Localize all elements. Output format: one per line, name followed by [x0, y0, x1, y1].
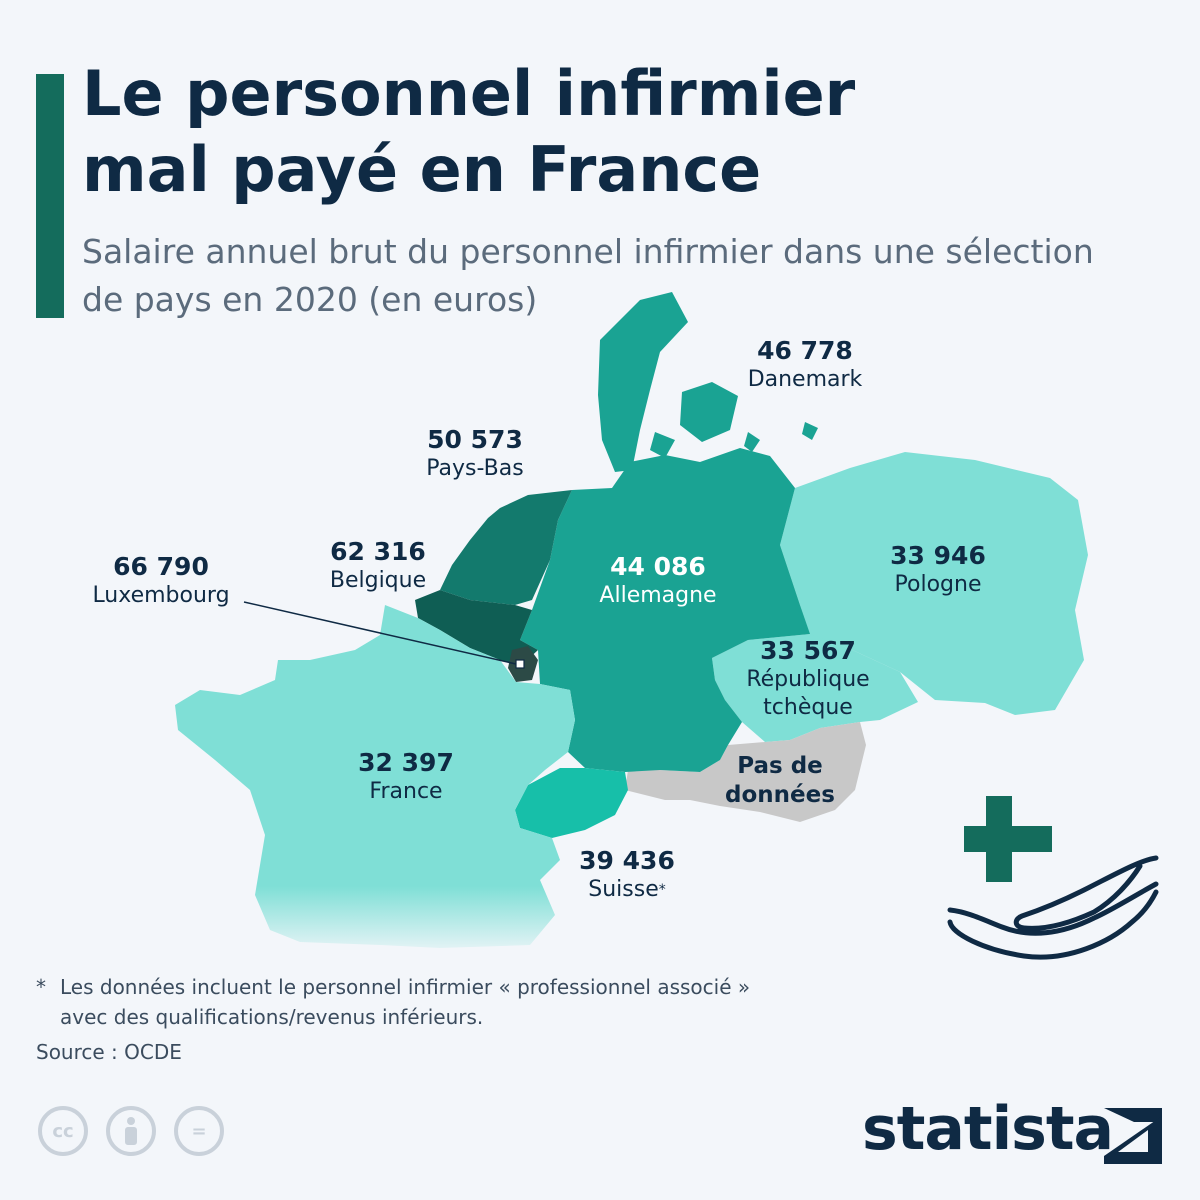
region-france — [175, 605, 575, 948]
value-luxembourg: 66 790 — [113, 552, 209, 581]
label-france: 32 397 France — [358, 748, 454, 806]
region-suisse — [515, 768, 628, 838]
value-republique-tcheque: 33 567 — [760, 636, 856, 665]
subtitle-line: Salaire annuel brut du personnel infirmi… — [82, 232, 1094, 271]
value-pologne: 33 946 — [890, 541, 986, 570]
title-line: Le personnel infirmier — [82, 57, 856, 130]
name-allemagne: Allemagne — [599, 583, 717, 608]
region-danemark — [598, 292, 688, 472]
region-belgique — [415, 590, 538, 665]
value-allemagne: 44 086 — [610, 552, 706, 581]
label-allemagne: 44 086 Allemagne — [599, 552, 716, 610]
name-luxembourg: Luxembourg — [92, 583, 230, 608]
label-luxembourg: 66 790 Luxembourg — [92, 552, 229, 610]
no-derivatives-icon[interactable]: = — [174, 1106, 224, 1156]
luxembourg-leader-line — [243, 601, 517, 665]
no-data-line2: données — [725, 782, 835, 808]
name-pays-bas: Pays-Bas — [426, 456, 524, 481]
label-belgique: 62 316 Belgique — [330, 537, 426, 595]
name-france: France — [369, 779, 443, 804]
name-republique-tcheque-line1: République — [746, 667, 870, 692]
value-france: 32 397 — [358, 748, 454, 777]
title-line: mal payé en France — [82, 133, 762, 206]
region-danemark-islands — [650, 382, 818, 458]
label-pays-bas: 50 573 Pays-Bas — [426, 425, 523, 483]
region-pays-bas — [440, 490, 572, 605]
footnote-star: * — [36, 975, 46, 999]
region-pologne — [780, 452, 1088, 715]
name-danemark: Danemark — [747, 367, 863, 392]
accent-bar — [36, 74, 64, 318]
value-danemark: 46 778 — [757, 336, 853, 365]
no-data-line1: Pas de — [737, 753, 823, 779]
hand-with-cross-icon — [947, 796, 1159, 960]
label-no-data: Pas de données — [725, 752, 835, 810]
value-belgique: 62 316 — [330, 537, 426, 566]
subtitle: Salaire annuel brut du personnel infirmi… — [82, 228, 1182, 324]
attribution-icon[interactable] — [106, 1106, 156, 1156]
cc-icon[interactable]: cc — [38, 1106, 88, 1156]
open-hand-icon — [947, 855, 1159, 960]
page-title: Le personnel infirmier mal payé en Franc… — [82, 56, 855, 208]
medical-cross-icon — [964, 796, 1052, 882]
name-pologne: Pologne — [894, 572, 982, 597]
footnote: * Les données incluent le personnel infir… — [36, 972, 750, 1032]
name-republique-tcheque-line2: tchèque — [763, 695, 853, 720]
name-belgique: Belgique — [329, 568, 427, 593]
label-danemark: 46 778 Danemark — [748, 336, 863, 394]
subtitle-line: de pays en 2020 (en euros) — [82, 280, 538, 319]
brand-logo-text[interactable]: statista — [862, 1094, 1114, 1164]
footnote-line1: Les données incluent le personnel infirm… — [60, 975, 751, 999]
luxembourg-marker — [515, 659, 525, 669]
label-suisse: 39 436 Suisse* — [579, 846, 675, 904]
region-autriche — [625, 722, 866, 822]
license-icons: cc = — [38, 1106, 224, 1156]
footnote-line2: avec des qualifications/revenus inférieu… — [60, 1005, 484, 1029]
source: Source : OCDE — [36, 1040, 182, 1064]
label-republique-tcheque: 33 567 République tchèque — [746, 636, 869, 722]
name-suisse: Suisse* — [579, 876, 675, 904]
statista-logo-icon[interactable] — [1104, 1108, 1162, 1164]
label-pologne: 33 946 Pologne — [890, 541, 986, 599]
region-republique-tcheque — [712, 634, 918, 742]
value-pays-bas: 50 573 — [427, 425, 523, 454]
name-suisse-text: Suisse — [588, 877, 659, 902]
footnote-marker: * — [658, 882, 666, 898]
region-allemagne — [520, 448, 810, 772]
value-suisse: 39 436 — [579, 846, 675, 875]
